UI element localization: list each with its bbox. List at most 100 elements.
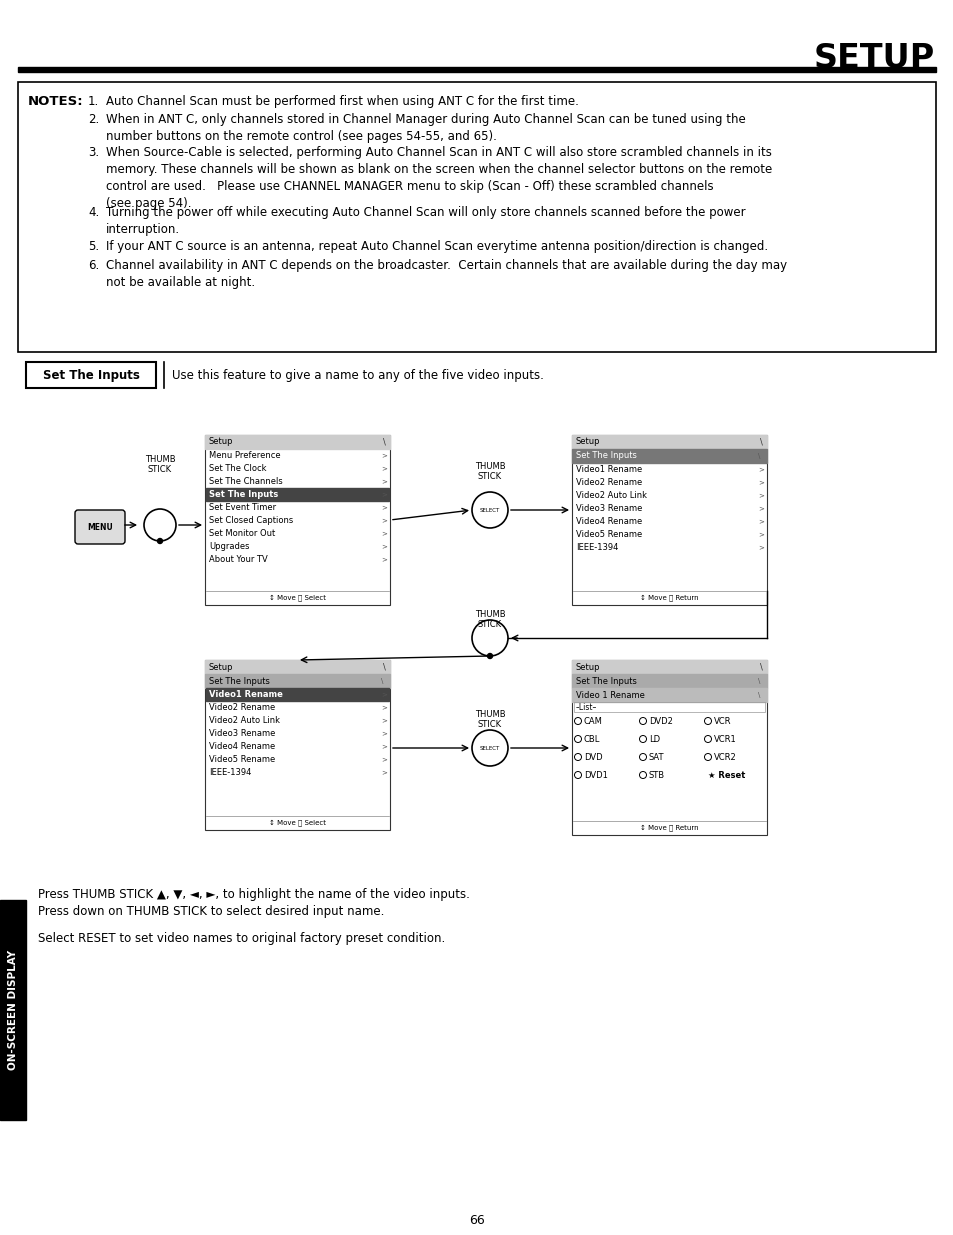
Text: Set The Channels: Set The Channels [209,477,282,487]
Text: >: > [380,557,387,562]
Text: Channel availability in ANT C depends on the broadcaster.  Certain channels that: Channel availability in ANT C depends on… [106,259,786,289]
Text: Video3 Rename: Video3 Rename [209,729,275,739]
Bar [572,435,766,605]
Text: Video5 Rename: Video5 Rename [576,530,641,538]
Text: Video4 Rename: Video4 Rename [209,742,275,751]
Text: DVD2: DVD2 [648,716,672,725]
Text: ↕ Move Ⓞ Return: ↕ Move Ⓞ Return [639,825,699,831]
Text: \: \ [380,678,383,684]
Text: Upgrades: Upgrades [209,542,250,551]
Text: SETUP: SETUP [813,42,934,74]
Text: >: > [380,730,387,736]
Text: >: > [758,545,763,551]
Text: >: > [758,479,763,485]
Text: About Your TV: About Your TV [209,555,268,564]
Text: Video2 Rename: Video2 Rename [209,703,275,713]
Text: DVD1: DVD1 [583,771,607,779]
Bar [205,674,390,688]
Text: Set Event Timer: Set Event Timer [209,503,275,513]
Bar [572,450,766,463]
Text: Setup: Setup [576,662,599,672]
Text: 66: 66 [469,1214,484,1226]
Bar [26,362,156,388]
Text: Video1 Rename: Video1 Rename [576,466,641,474]
Text: >: > [380,517,387,524]
Text: Set Closed Captions: Set Closed Captions [209,516,293,525]
Bar [205,659,390,674]
Text: 4.: 4. [88,206,99,219]
Text: >: > [380,692,387,698]
Text: Video1 Rename: Video1 Rename [209,690,283,699]
Text: NOTES:: NOTES: [28,95,84,107]
Text: >: > [380,757,387,762]
Text: Video 1 Rename: Video 1 Rename [576,690,644,699]
Text: ★ Reset: ★ Reset [707,771,744,779]
Text: When Source-Cable is selected, performing Auto Channel Scan in ANT C will also s: When Source-Cable is selected, performin… [106,146,771,210]
Text: Video2 Rename: Video2 Rename [576,478,641,487]
Text: LD: LD [648,735,659,743]
Text: >: > [380,769,387,776]
FancyBboxPatch shape [75,510,125,543]
Text: IEEE-1394: IEEE-1394 [209,768,251,777]
Text: >: > [758,519,763,525]
Text: CBL: CBL [583,735,599,743]
Text: Turning the power off while executing Auto Channel Scan will only store channels: Turning the power off while executing Au… [106,206,745,236]
Text: >: > [758,467,763,473]
Text: –List–: –List– [576,703,597,711]
Bar [572,659,766,835]
Text: When in ANT C, only channels stored in Channel Manager during Auto Channel Scan : When in ANT C, only channels stored in C… [106,112,745,143]
Text: THUMB
STICK: THUMB STICK [475,710,505,730]
Text: CAM: CAM [583,716,602,725]
Text: Set The Inputs: Set The Inputs [43,368,139,382]
Text: Setup: Setup [209,662,233,672]
Text: 6.: 6. [88,259,99,272]
Bar [205,435,390,605]
Bar [572,688,766,701]
Text: VCR1: VCR1 [713,735,736,743]
Text: >: > [380,704,387,710]
Text: Video4 Rename: Video4 Rename [576,517,641,526]
Text: \: \ [382,437,385,447]
Text: Setup: Setup [209,437,233,447]
Text: THUMB
STICK: THUMB STICK [475,462,505,482]
Circle shape [487,653,492,658]
Text: SELECT: SELECT [479,746,499,751]
Bar [206,488,389,501]
Text: \: \ [757,692,760,698]
Text: >: > [380,531,387,536]
Text: 3.: 3. [88,146,99,159]
Text: >: > [758,505,763,511]
Text: \: \ [759,662,761,672]
Text: DVD: DVD [583,752,602,762]
Text: SAT: SAT [648,752,664,762]
Text: THUMB
STICK: THUMB STICK [475,610,505,630]
Bar [572,674,766,688]
Text: >: > [380,543,387,550]
Text: >: > [380,505,387,510]
Bar [572,659,766,674]
Text: >: > [380,466,387,472]
Text: If your ANT C source is an antenna, repeat Auto Channel Scan everytime antenna p: If your ANT C source is an antenna, repe… [106,240,767,253]
Text: SELECT: SELECT [479,508,499,513]
Text: \: \ [757,678,760,684]
Text: >: > [380,743,387,750]
Bar [206,688,389,701]
Text: VCR2: VCR2 [713,752,736,762]
Text: Menu Preference: Menu Preference [209,451,280,459]
Text: >: > [758,493,763,499]
Text: >: > [380,492,387,498]
Text: Set The Inputs: Set The Inputs [576,677,637,685]
Text: \: \ [757,453,760,459]
Text: Set The Inputs: Set The Inputs [209,677,270,685]
Text: >: > [380,718,387,724]
Text: ↕ Move Ⓞ Select: ↕ Move Ⓞ Select [269,820,326,826]
Text: Press down on THUMB STICK to select desired input name.: Press down on THUMB STICK to select desi… [38,905,384,918]
Text: VCR: VCR [713,716,731,725]
Text: Press THUMB STICK ▲, ▼, ◄, ►, to highlight the name of the video inputs.: Press THUMB STICK ▲, ▼, ◄, ►, to highlig… [38,888,470,902]
Text: ON-SCREEN DISPLAY: ON-SCREEN DISPLAY [8,950,18,1070]
Text: Video2 Auto Link: Video2 Auto Link [209,716,280,725]
Text: Use this feature to give a name to any of the five video inputs.: Use this feature to give a name to any o… [172,368,543,382]
Bar [574,701,764,713]
Bar [0,900,26,1120]
Text: MENU: MENU [87,522,112,531]
